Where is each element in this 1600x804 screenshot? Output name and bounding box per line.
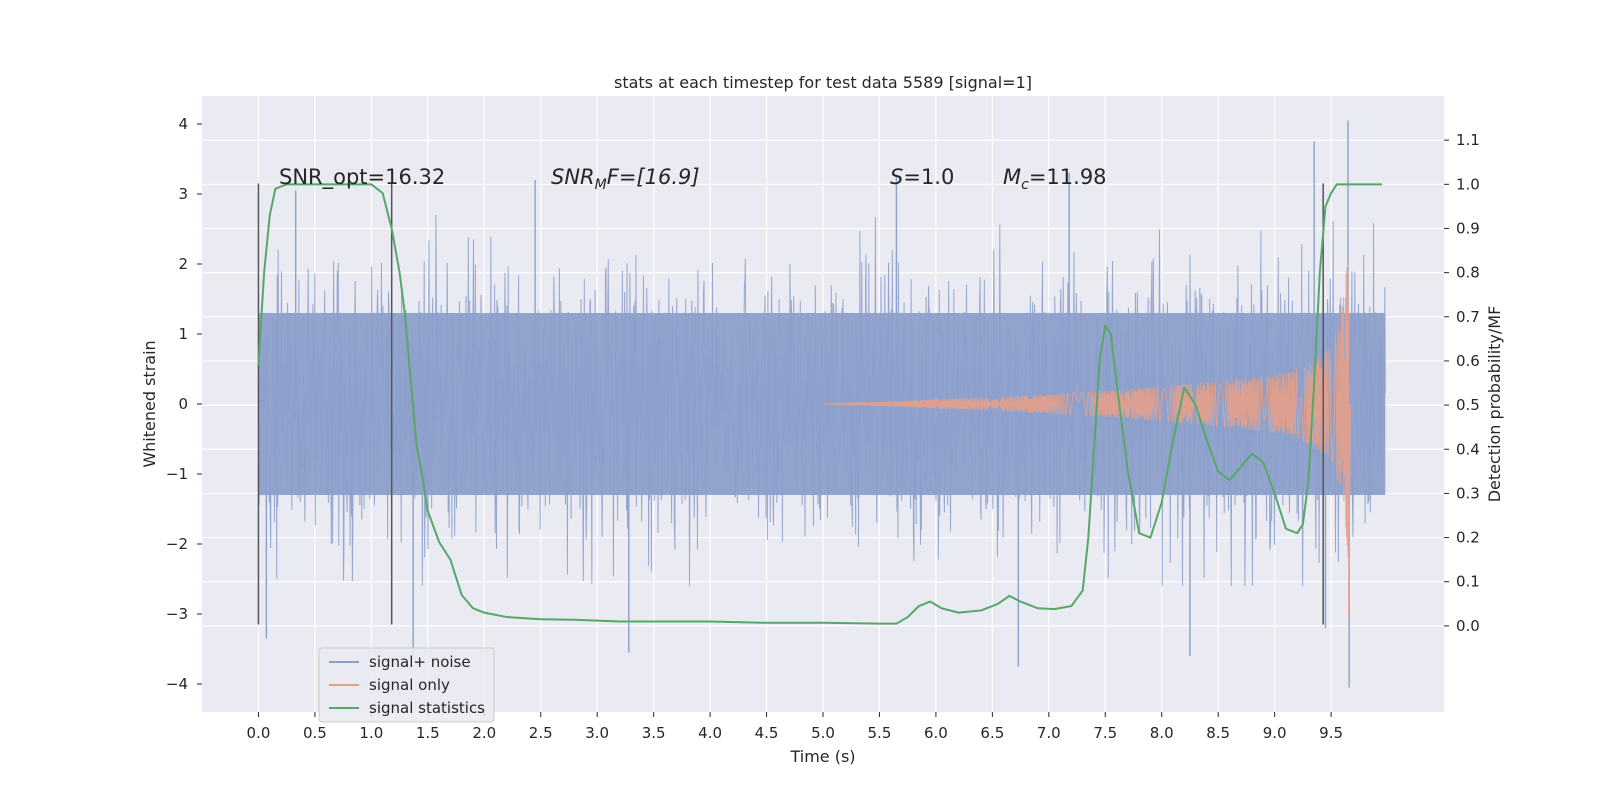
annotation-mc: Mc=11.98 bbox=[1003, 165, 1107, 193]
annotation-s-main: S bbox=[890, 165, 903, 189]
x-tick-label: 9.5 bbox=[1319, 724, 1343, 742]
signal-only-series-layer bbox=[822, 255, 1351, 618]
series-signal-only bbox=[822, 255, 1351, 618]
annotation-mc-rest: =11.98 bbox=[1029, 165, 1107, 189]
y-right-tick-label: 0.8 bbox=[1456, 264, 1480, 282]
y-left-tick-label: 3 bbox=[178, 185, 188, 203]
x-tick-label: 5.0 bbox=[811, 724, 835, 742]
x-tick-label: 2.0 bbox=[472, 724, 496, 742]
legend-box bbox=[318, 647, 495, 723]
legend: signal+ noise signal only signal statist… bbox=[318, 647, 495, 723]
y-left-tick-label: −1 bbox=[166, 465, 188, 483]
x-tick-label: 0.5 bbox=[303, 724, 327, 742]
y-left-tick-label: −3 bbox=[166, 605, 188, 623]
y-right-tick-label: 0.4 bbox=[1456, 440, 1480, 458]
y-left-tick-label: 4 bbox=[178, 115, 188, 133]
y-right-tick-label: 0.2 bbox=[1456, 529, 1480, 547]
legend-label-signal-only: signal only bbox=[369, 676, 450, 694]
y-axis-label-left: Whitened strain bbox=[140, 340, 159, 467]
y-right-tick-label: 1.1 bbox=[1456, 131, 1480, 149]
x-tick-label: 3.0 bbox=[585, 724, 609, 742]
y-right-tick-label: 0.9 bbox=[1456, 219, 1480, 237]
annotation-snr-mf-main: SNR bbox=[551, 165, 595, 189]
x-tick-label: 2.5 bbox=[529, 724, 553, 742]
annotation-s-rest: =1.0 bbox=[903, 165, 954, 189]
x-tick-label: 6.5 bbox=[980, 724, 1004, 742]
chart-title: stats at each timestep for test data 558… bbox=[614, 73, 1032, 92]
y-right-tick-label: 0.5 bbox=[1456, 396, 1480, 414]
legend-label-signal-noise: signal+ noise bbox=[369, 653, 471, 671]
x-tick-label: 9.0 bbox=[1263, 724, 1287, 742]
x-tick-label: 0.0 bbox=[247, 724, 271, 742]
annotation-s: S=1.0 bbox=[890, 165, 954, 189]
x-tick-label: 1.0 bbox=[359, 724, 383, 742]
legend-label-signal-statistics: signal statistics bbox=[369, 699, 485, 717]
y-right-tick-label: 0.7 bbox=[1456, 308, 1480, 326]
x-tick-label: 7.5 bbox=[1093, 724, 1117, 742]
annotation-snr-mf-sub: M bbox=[595, 177, 607, 193]
y-right-tick-label: 0.3 bbox=[1456, 484, 1480, 502]
y-right-tick-label: 0.6 bbox=[1456, 352, 1480, 370]
x-tick-label: 4.5 bbox=[755, 724, 779, 742]
y-left-tick-label: 2 bbox=[178, 255, 188, 273]
annotation-snr-mf-rest: F=[16.9] bbox=[607, 165, 700, 189]
x-tick-label: 4.0 bbox=[698, 724, 722, 742]
y-right-tick-label: 0.1 bbox=[1456, 573, 1480, 591]
y-right-tick-label: 0.0 bbox=[1456, 617, 1480, 635]
x-tick-label: 1.5 bbox=[416, 724, 440, 742]
y-left-tick-label: 1 bbox=[178, 325, 188, 343]
series-signal-statistics bbox=[257, 183, 1382, 625]
axes-layer: 0.0 0.5 1.0 1.5 2.0 2.5 3.0 3.5 4.0 4.5 5.0 5.5 6.0 6… bbox=[166, 115, 1480, 742]
annotation-snr-mf: SNRMF=[16.9] bbox=[551, 165, 700, 193]
y-left-tick-label: −4 bbox=[166, 675, 188, 693]
x-axis-label: Time (s) bbox=[789, 747, 855, 766]
annotation-mc-sub: c bbox=[1021, 177, 1029, 193]
y-right-tick-label: 1.0 bbox=[1456, 175, 1480, 193]
annotation-snr-opt: SNR_opt=16.32 bbox=[279, 165, 445, 190]
y-left-tick-label: −2 bbox=[166, 535, 188, 553]
x-tick-label: 7.0 bbox=[1037, 724, 1061, 742]
annotation-mc-main: M bbox=[1003, 165, 1021, 189]
x-tick-label: 5.5 bbox=[868, 724, 892, 742]
signal-statistics-series-layer bbox=[257, 183, 1382, 625]
x-tick-label: 6.0 bbox=[924, 724, 948, 742]
x-tick-label: 8.5 bbox=[1206, 724, 1230, 742]
y-axis-label-right: Detection probability/MF bbox=[1485, 306, 1504, 503]
vertical-lines-layer bbox=[257, 183, 1324, 625]
x-tick-label: 8.0 bbox=[1150, 724, 1174, 742]
x-tick-label: 3.5 bbox=[642, 724, 666, 742]
y-left-tick-label: 0 bbox=[178, 395, 188, 413]
